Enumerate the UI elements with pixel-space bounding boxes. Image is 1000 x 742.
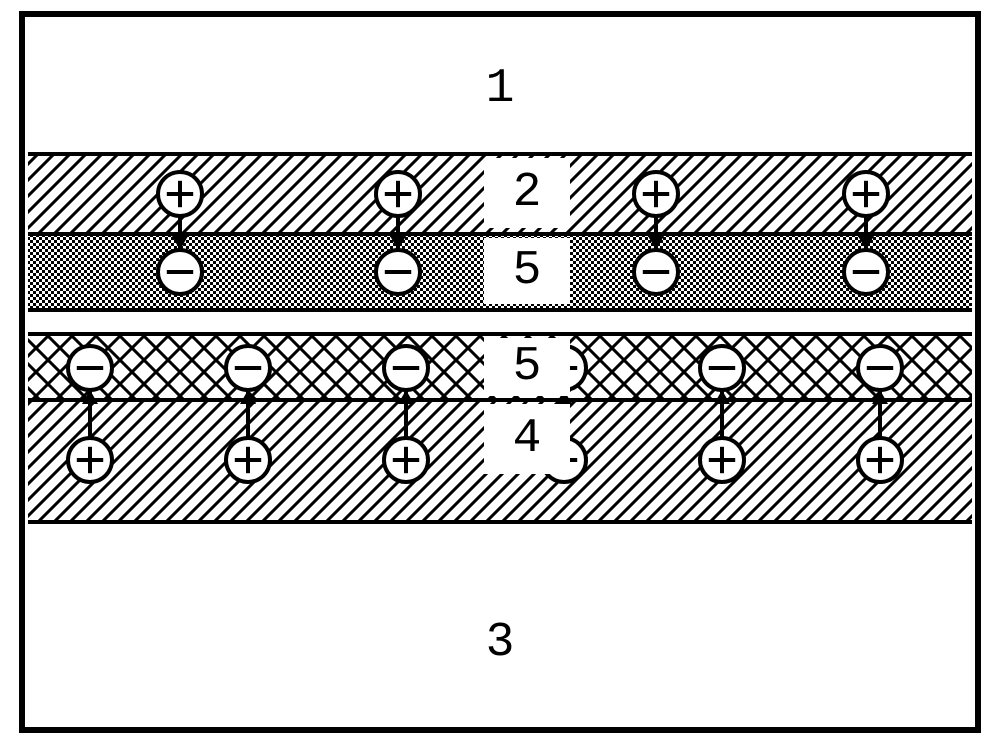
plus-charge-icon: [844, 172, 888, 216]
minus-charge-icon: [700, 346, 744, 390]
plus-charge-icon: [384, 438, 428, 482]
minus-charge-icon: [68, 346, 112, 390]
label-layer-4: 4: [484, 404, 570, 474]
plus-charge-icon: [858, 438, 902, 482]
label-layer-5a: 5: [484, 238, 570, 304]
label-layer-5b: 5: [484, 338, 570, 396]
plus-charge-icon: [700, 438, 744, 482]
minus-charge-icon: [376, 250, 420, 294]
label-layer-1: 1: [486, 62, 515, 116]
plus-charge-icon: [158, 172, 202, 216]
plus-charge-icon: [226, 438, 270, 482]
minus-charge-icon: [384, 346, 428, 390]
plus-charge-icon: [376, 172, 420, 216]
plus-charge-icon: [634, 172, 678, 216]
minus-charge-icon: [844, 250, 888, 294]
label-layer-2: 2: [484, 158, 570, 228]
plus-charge-icon: [68, 438, 112, 482]
minus-charge-icon: [858, 346, 902, 390]
minus-charge-icon: [158, 250, 202, 294]
label-layer-3: 3: [486, 616, 515, 670]
layer-gap: [28, 310, 972, 334]
minus-charge-icon: [226, 346, 270, 390]
minus-charge-icon: [634, 250, 678, 294]
